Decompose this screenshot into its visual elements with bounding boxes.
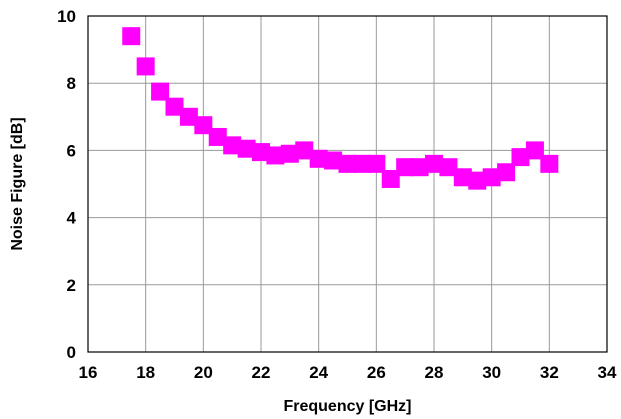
x-axis-label: Frequency [GHz] [283, 398, 411, 415]
data-point-marker [482, 168, 501, 187]
x-tick-labels: 16 18 20 22 24 26 28 30 32 34 [79, 363, 617, 382]
data-point-marker [151, 82, 170, 101]
data-point-marker [280, 144, 299, 163]
data-point-marker [194, 116, 213, 135]
data-point-marker [165, 97, 184, 116]
data-point-marker [309, 149, 328, 168]
data-point-marker [338, 154, 357, 173]
x-tick-label: 20 [194, 363, 213, 382]
data-markers [122, 27, 559, 190]
y-tick-label: 4 [67, 209, 77, 228]
data-point-marker [396, 158, 415, 177]
y-tick-labels: 0 2 4 6 8 10 [57, 7, 76, 362]
x-tick-label: 26 [367, 363, 386, 382]
data-point-marker [324, 151, 343, 170]
data-point-marker [122, 27, 141, 46]
data-point-marker [540, 154, 559, 173]
data-point-marker [136, 57, 155, 76]
data-point-marker [511, 148, 530, 167]
y-tick-label: 0 [67, 343, 76, 362]
data-point-marker [525, 141, 544, 160]
data-point-marker [497, 163, 516, 182]
x-tick-label: 18 [136, 363, 155, 382]
x-tick-label: 22 [252, 363, 271, 382]
y-axis-label: Noise Figure [dB] [9, 117, 26, 250]
x-tick-label: 28 [425, 363, 444, 382]
data-point-marker [367, 154, 386, 173]
data-point-marker [223, 136, 242, 155]
y-tick-label: 6 [67, 141, 76, 160]
y-tick-label: 2 [67, 276, 76, 295]
y-tick-label: 8 [67, 74, 76, 93]
x-tick-label: 16 [79, 363, 98, 382]
data-point-marker [179, 107, 198, 126]
grid [88, 16, 607, 352]
plot-frame [87, 15, 608, 353]
x-tick-label: 32 [540, 363, 559, 382]
data-point-marker [439, 158, 458, 177]
data-point-marker [425, 154, 443, 173]
data-point-marker [381, 169, 400, 188]
data-point-marker [468, 171, 487, 190]
data-point-marker [410, 158, 429, 177]
data-point-marker [252, 143, 270, 162]
data-point-marker [237, 139, 256, 158]
data-point-marker [295, 141, 314, 160]
data-point-marker [453, 168, 472, 187]
data-point-marker [266, 146, 285, 165]
data-point-marker [352, 154, 371, 173]
x-tick-label: 24 [309, 363, 328, 382]
data-point-marker [208, 127, 227, 146]
x-tick-label: 30 [482, 363, 501, 382]
x-tick-label: 34 [598, 363, 617, 382]
y-tick-label: 10 [57, 7, 76, 26]
